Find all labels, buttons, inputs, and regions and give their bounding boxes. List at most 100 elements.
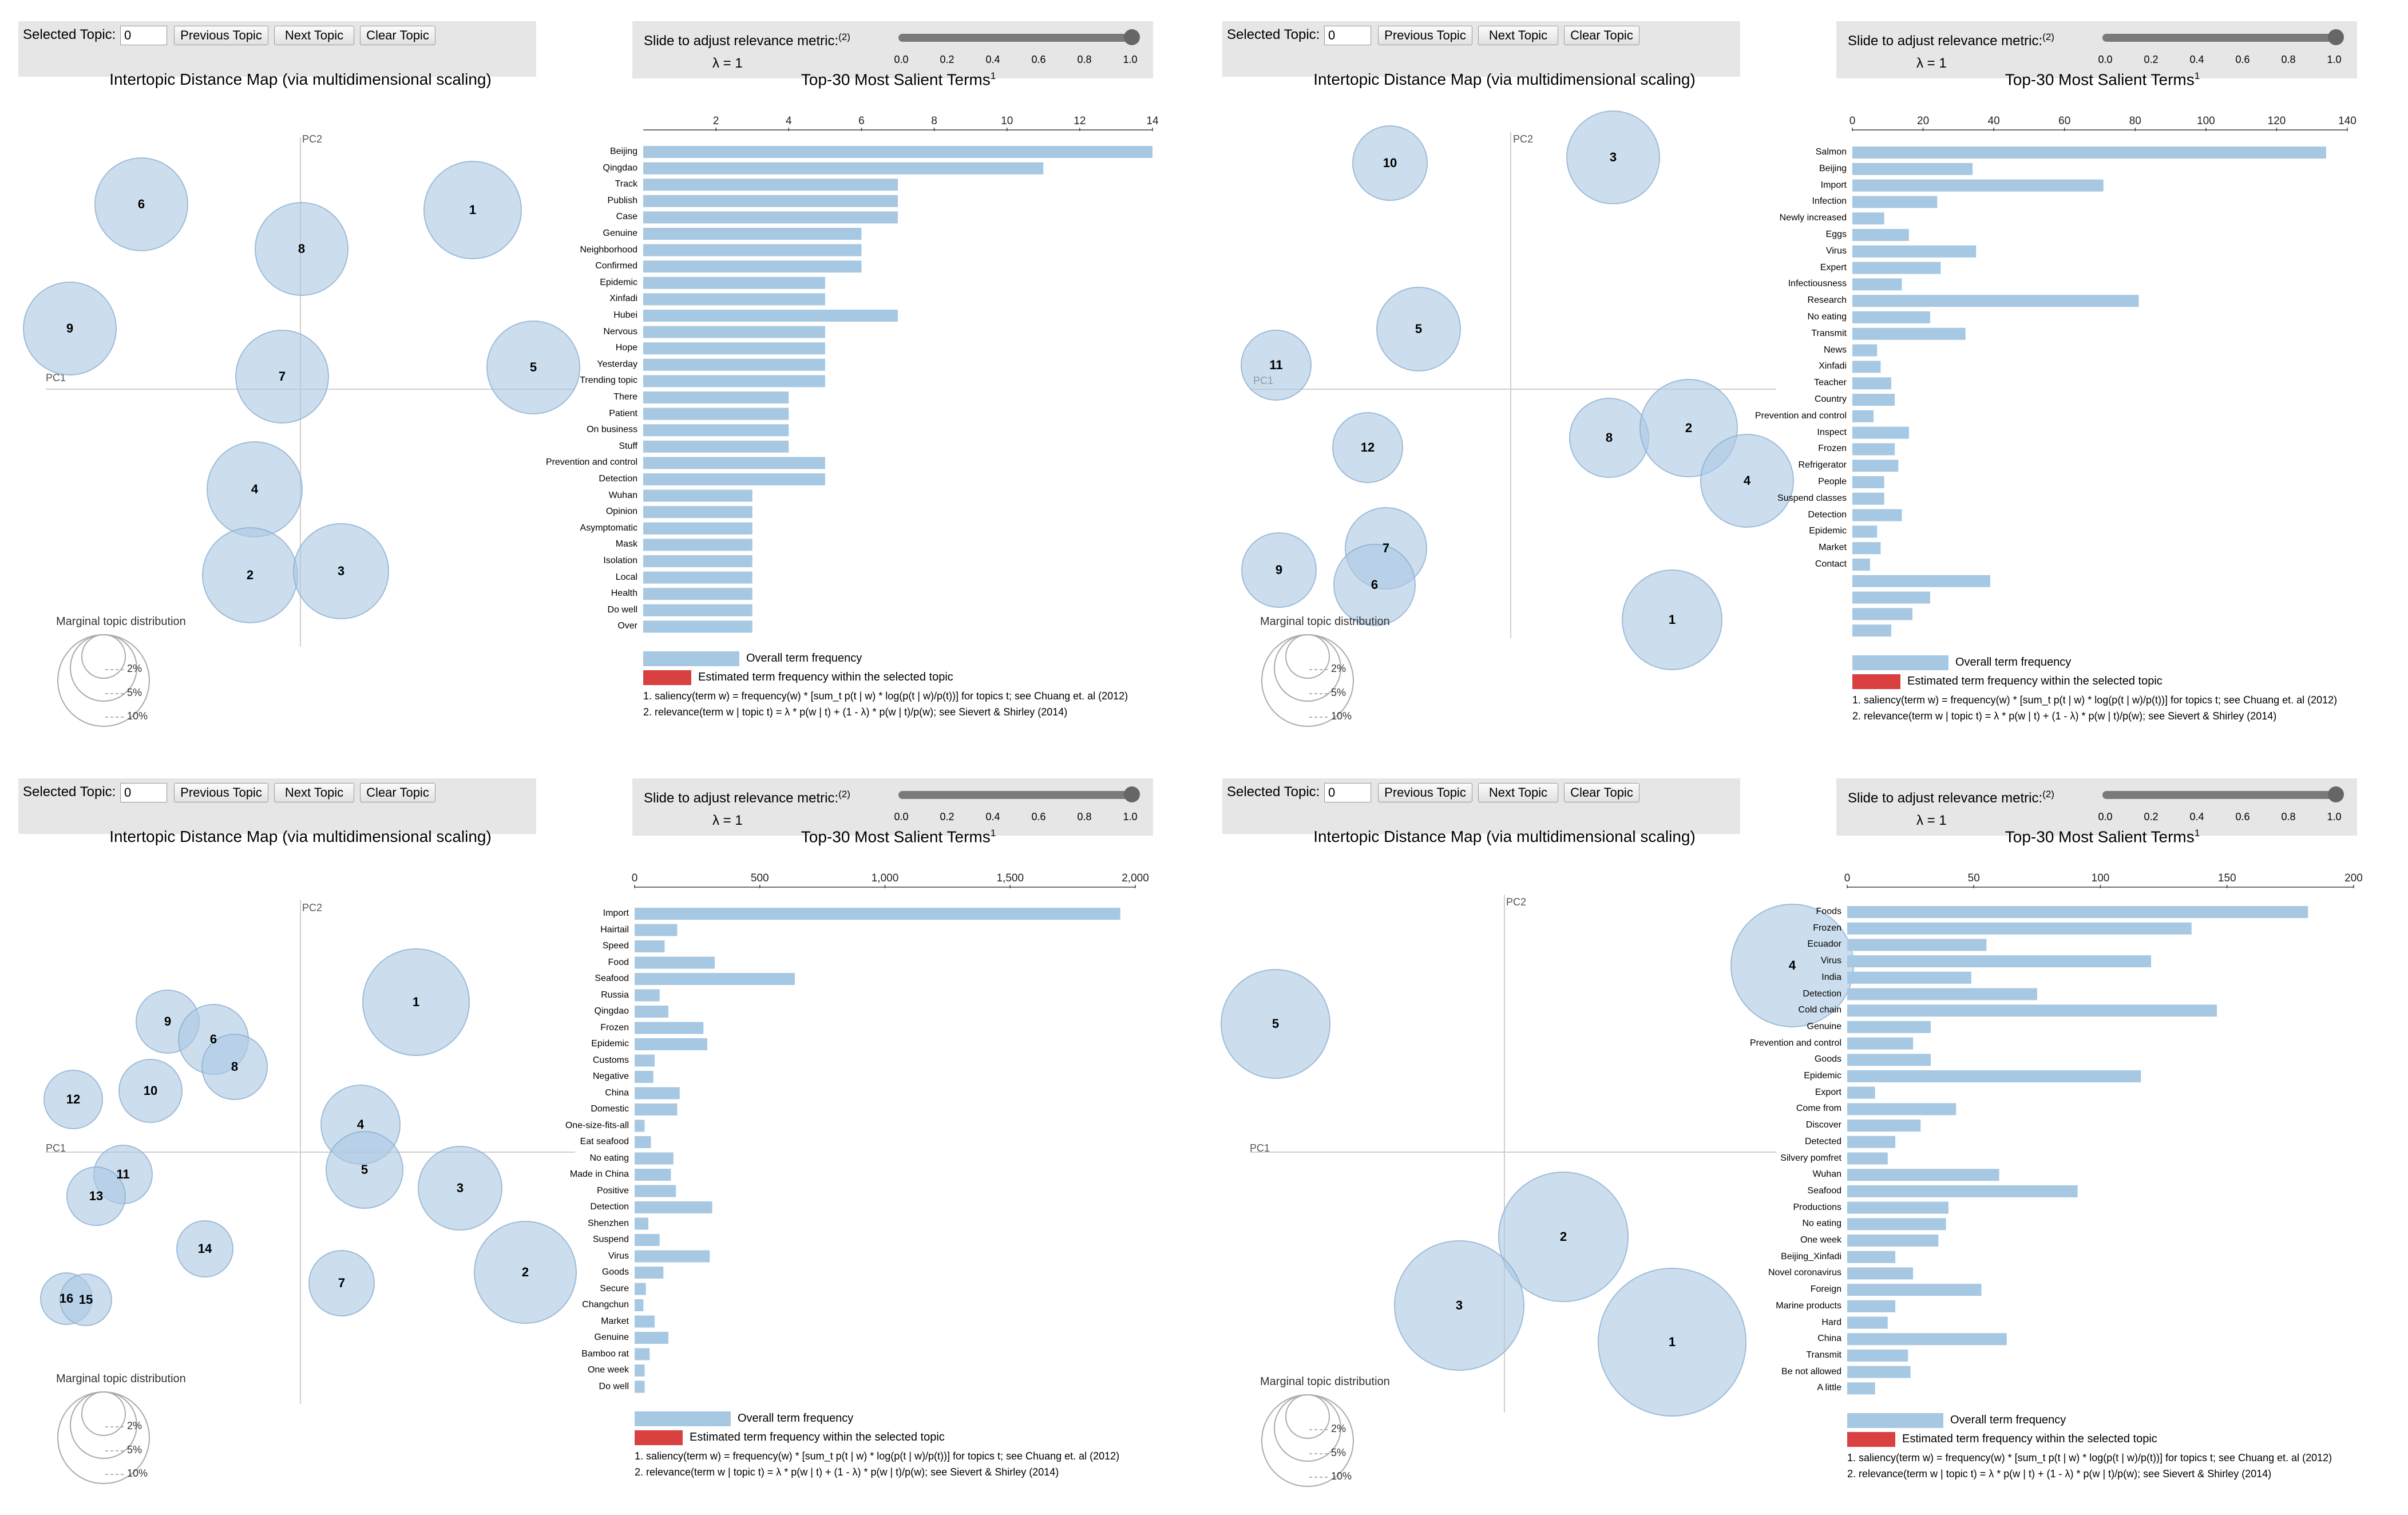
term-label[interactable]: Virus [1820, 956, 1841, 966]
term-label[interactable]: Hope [615, 343, 637, 353]
previous-topic-button[interactable]: Previous Topic [174, 783, 268, 802]
term-label[interactable]: There [613, 392, 637, 402]
selected-topic-input[interactable]: 0 [120, 26, 167, 45]
previous-topic-button[interactable]: Previous Topic [1378, 783, 1472, 802]
topic-bubble-label[interactable]: 2 [1685, 421, 1693, 435]
relevance-slider-track[interactable] [898, 791, 1132, 799]
next-topic-button[interactable]: Next Topic [1478, 783, 1558, 802]
term-label[interactable]: Do well [599, 1381, 629, 1391]
topic-bubble[interactable] [1241, 532, 1317, 608]
term-label[interactable]: Publish [607, 195, 637, 205]
topic-bubble[interactable] [60, 1273, 112, 1326]
topic-bubble-label[interactable]: 13 [89, 1189, 104, 1203]
topic-bubble-label[interactable]: 8 [1605, 430, 1613, 445]
term-label[interactable]: Transmit [1811, 328, 1847, 338]
topic-bubble-label[interactable]: 8 [298, 242, 306, 256]
term-label[interactable]: Come from [1796, 1103, 1841, 1114]
term-label[interactable]: Infection [1812, 196, 1847, 207]
topic-bubble[interactable] [293, 523, 389, 619]
term-label[interactable]: Hard [1821, 1317, 1841, 1327]
topic-bubble-label[interactable]: 3 [456, 1181, 464, 1195]
term-label[interactable]: Hubei [613, 310, 637, 320]
term-label[interactable]: Confirmed [595, 261, 637, 271]
topic-bubble-label[interactable]: 2 [521, 1265, 529, 1279]
term-label[interactable]: Wuhan [1812, 1169, 1841, 1180]
topic-bubble-label[interactable]: 6 [137, 197, 145, 211]
topic-bubble-label[interactable]: 4 [357, 1117, 365, 1132]
term-label[interactable]: One week [1800, 1235, 1841, 1245]
topic-bubble[interactable] [1332, 412, 1403, 483]
term-label[interactable]: News [1823, 345, 1847, 355]
term-label[interactable]: China [605, 1087, 629, 1098]
clear-topic-button[interactable]: Clear Topic [1564, 783, 1639, 802]
topic-bubble-label[interactable]: 4 [1788, 958, 1796, 972]
term-label[interactable]: Track [615, 179, 637, 189]
topic-bubble-label[interactable]: 1 [412, 995, 420, 1009]
topic-bubble[interactable] [176, 1220, 233, 1277]
term-label[interactable]: Shenzhen [587, 1218, 629, 1228]
topic-bubble-label[interactable]: 15 [78, 1292, 93, 1307]
relevance-slider-handle[interactable] [1124, 786, 1140, 802]
topic-bubble[interactable] [1376, 287, 1461, 371]
term-label[interactable]: Made in China [569, 1169, 629, 1179]
term-label[interactable]: Export [1815, 1087, 1841, 1097]
topic-bubble-label[interactable]: 10 [1383, 156, 1397, 170]
term-label[interactable]: Patient [609, 408, 637, 418]
selected-topic-input[interactable]: 0 [120, 783, 167, 802]
term-label[interactable]: Trending topic [580, 375, 637, 386]
term-label[interactable]: Newly increased [1779, 213, 1847, 223]
topic-bubble-label[interactable]: 8 [231, 1059, 239, 1074]
term-label[interactable]: Seafood [595, 974, 629, 983]
term-label[interactable]: Opinion [605, 507, 637, 517]
term-label[interactable]: Changchun [582, 1300, 629, 1310]
topic-bubble[interactable] [94, 157, 188, 251]
term-label[interactable]: Russia [601, 990, 629, 1000]
term-label[interactable]: Epidemic [1809, 526, 1847, 536]
term-label[interactable]: Cold chain [1798, 1005, 1841, 1015]
relevance-slider-handle[interactable] [1124, 29, 1140, 45]
relevance-slider-track[interactable] [2102, 34, 2336, 42]
term-label[interactable]: Neighborhood [580, 244, 637, 255]
topic-bubble-label[interactable]: 14 [197, 1241, 212, 1256]
topic-bubble[interactable] [255, 202, 348, 296]
topic-bubble[interactable] [201, 1034, 268, 1100]
term-label[interactable]: Epidemic [600, 277, 637, 287]
topic-bubble-label[interactable]: 1 [1668, 1335, 1676, 1349]
topic-bubble[interactable] [423, 161, 522, 259]
relevance-slider-handle[interactable] [2328, 29, 2344, 45]
term-label[interactable]: Speed [602, 941, 629, 951]
term-label[interactable]: Over [617, 621, 637, 631]
topic-bubble-label[interactable]: 5 [1415, 322, 1423, 336]
term-label[interactable]: Virus [608, 1251, 629, 1261]
previous-topic-button[interactable]: Previous Topic [174, 26, 268, 45]
term-label[interactable]: Nervous [603, 326, 637, 337]
term-label[interactable]: Local [615, 572, 637, 582]
topic-bubble-label[interactable]: 9 [66, 321, 74, 335]
term-label[interactable]: Food [608, 957, 629, 967]
topic-bubble[interactable] [1569, 398, 1649, 478]
term-label[interactable]: A little [1817, 1383, 1841, 1393]
topic-bubble-label[interactable]: 6 [209, 1032, 217, 1046]
term-label[interactable]: Seafood [1807, 1185, 1841, 1196]
term-label[interactable]: Foods [1816, 907, 1841, 916]
topic-bubble-label[interactable]: 10 [143, 1083, 158, 1098]
term-label[interactable]: Import [1820, 180, 1847, 190]
term-label[interactable]: Positive [596, 1185, 629, 1196]
topic-bubble-label[interactable]: 5 [1272, 1016, 1280, 1031]
term-label[interactable]: Be not allowed [1781, 1366, 1841, 1376]
topic-bubble[interactable] [486, 321, 580, 414]
term-label[interactable]: Suspend [592, 1235, 629, 1244]
term-label[interactable]: Beijing [1819, 163, 1847, 173]
term-label[interactable]: No eating [1807, 312, 1847, 322]
topic-bubble-label[interactable]: 9 [1275, 563, 1283, 577]
term-label[interactable]: Silvery pomfret [1780, 1153, 1841, 1163]
topic-bubble[interactable] [1394, 1240, 1524, 1371]
topic-bubble-label[interactable]: 12 [1360, 440, 1375, 454]
clear-topic-button[interactable]: Clear Topic [360, 783, 435, 802]
topic-bubble-label[interactable]: 5 [529, 360, 537, 374]
term-label[interactable]: Prevention and control [545, 457, 637, 468]
term-label[interactable]: Novel coronavirus [1768, 1268, 1841, 1278]
topic-bubble-label[interactable]: 1 [469, 203, 477, 217]
topic-bubble-label[interactable]: 4 [1743, 473, 1751, 488]
topic-bubble[interactable] [308, 1250, 375, 1316]
